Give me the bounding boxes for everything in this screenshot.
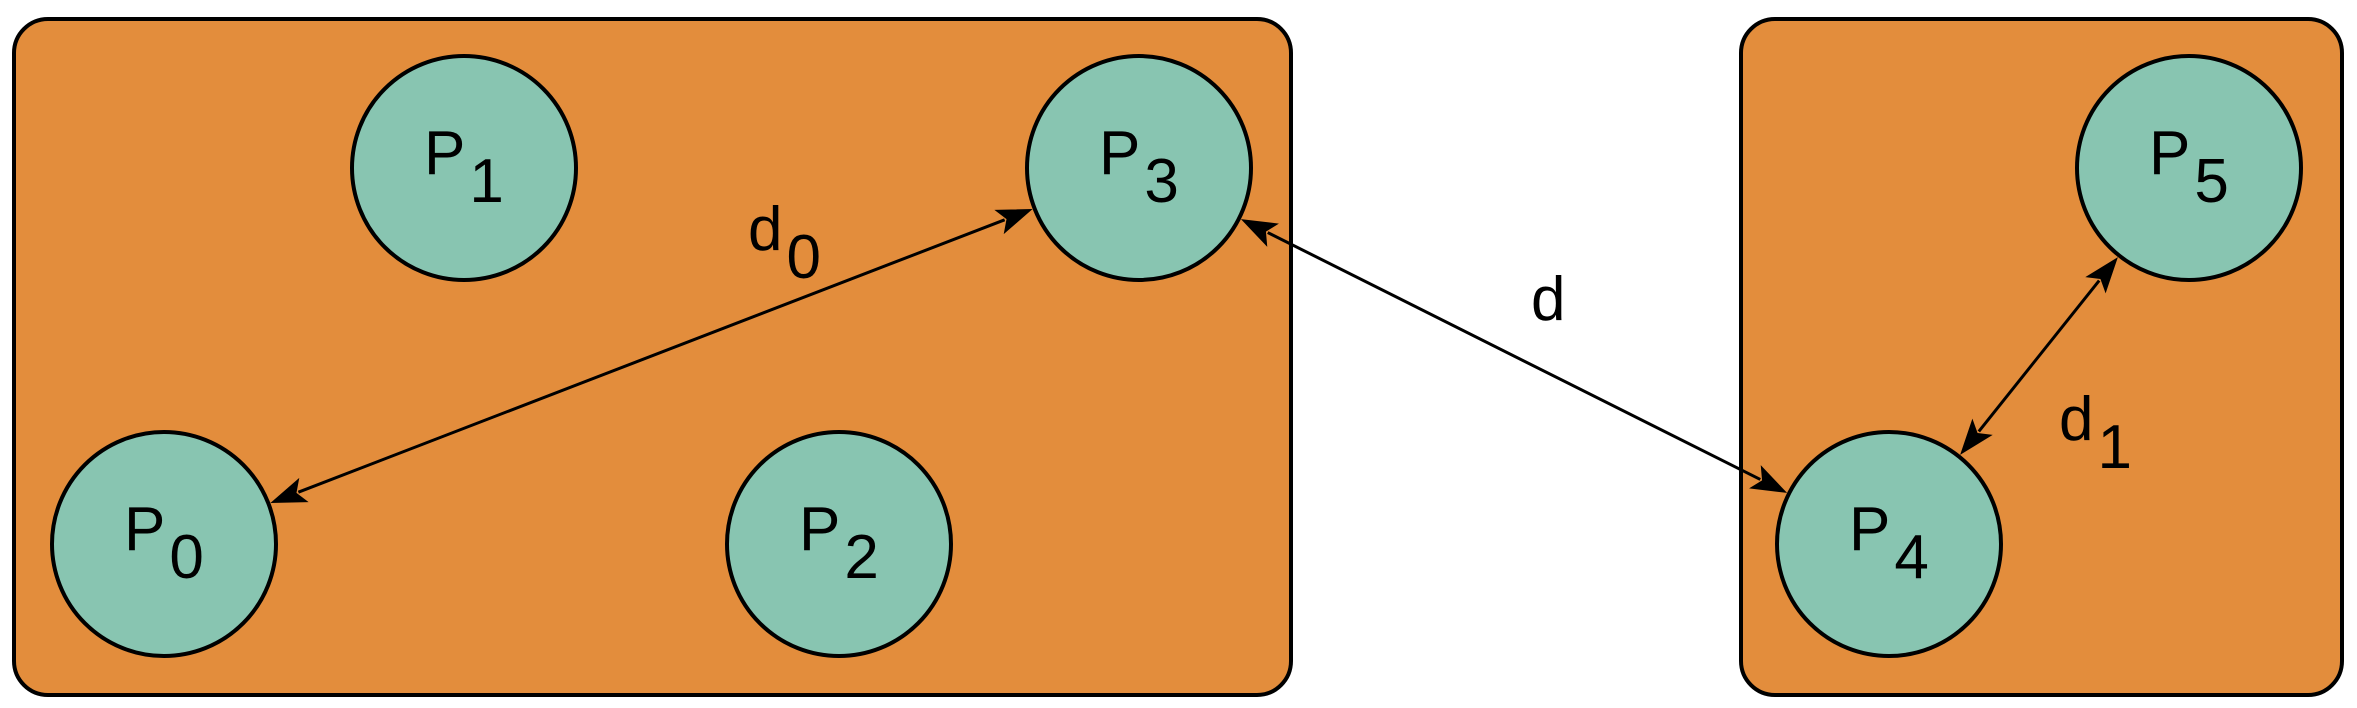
node-p5-label-text: P5 [2149, 119, 2229, 216]
edge-p4-p5-arrowhead-end [2085, 257, 2118, 294]
edge-p0-p3-line [297, 218, 1006, 494]
node-p1-label: P [424, 119, 465, 188]
node-p0-subscript: 0 [169, 523, 203, 592]
edge-label-d: d [1531, 265, 1565, 334]
node-p2-circle [725, 430, 953, 658]
edge-p3-p4-arrowhead-start [1240, 219, 1279, 247]
node-p4-label-text: P4 [1849, 495, 1929, 592]
node-p2-label: P [799, 495, 840, 564]
edge-label-d1: d [2059, 385, 2093, 454]
node-p3-label-text: P3 [1099, 119, 1179, 216]
node-p3-circle [1025, 54, 1253, 282]
node-p3-label: P [1099, 119, 1140, 188]
node-p4-circle [1775, 430, 2003, 658]
edge-p3-p4-line [1267, 231, 1761, 481]
node-p0-label-text: P0 [124, 495, 204, 592]
node-p2-subscript: 2 [844, 523, 878, 592]
edge-label-d1-subscript: 1 [2097, 413, 2131, 482]
node-p4-label: P [1849, 495, 1890, 564]
edge-p4-p5-line [1977, 279, 2101, 433]
node-p0: P0 [50, 430, 278, 658]
node-p5-circle [2075, 54, 2303, 282]
node-p1-circle [350, 54, 578, 282]
node-p4: P4 [1775, 430, 2003, 658]
edge-p0-p3-arrowhead-start [270, 477, 309, 503]
node-p3-subscript: 3 [1144, 147, 1178, 216]
node-p5: P5 [2075, 54, 2303, 282]
node-p5-label: P [2149, 119, 2190, 188]
edge-p3-p4-arrowhead-end [1749, 465, 1788, 493]
edge-p0-p3-arrowhead-end [994, 209, 1033, 235]
node-p4-subscript: 4 [1894, 523, 1928, 592]
node-p3: P3 [1025, 54, 1253, 282]
node-p0-label: P [124, 495, 165, 564]
node-p0-circle [50, 430, 278, 658]
node-p1-subscript: 1 [469, 147, 503, 216]
node-p2-label-text: P2 [799, 495, 879, 592]
node-p1: P1 [350, 54, 578, 282]
edge-label-d0-text: d0 [748, 195, 821, 292]
edge-p4-p5-arrowhead-start [1960, 418, 1993, 455]
edge-label-d-text: d [1531, 265, 1565, 334]
edge-label-d0-subscript: 0 [786, 223, 820, 292]
node-p1-label-text: P1 [424, 119, 504, 216]
edge-label-d0: d [748, 195, 782, 264]
node-p2: P2 [725, 430, 953, 658]
node-p5-subscript: 5 [2194, 147, 2228, 216]
edges [270, 209, 2118, 503]
edge-label-d1-text: d1 [2059, 385, 2132, 482]
